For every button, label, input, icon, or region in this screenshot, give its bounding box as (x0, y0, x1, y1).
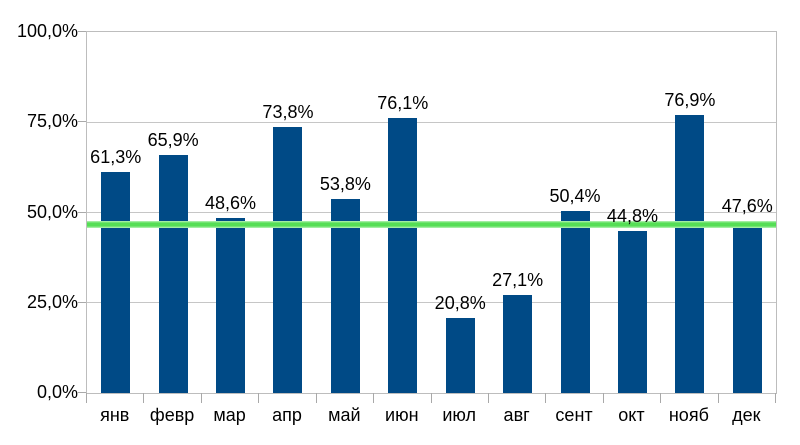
data-label-май: 53,8% (319, 173, 371, 194)
bar-май (330, 198, 360, 393)
bar-сент (560, 211, 590, 393)
x-axis-label-мар: мар (213, 405, 246, 425)
data-label-нояб: 76,9% (664, 90, 716, 111)
y-tick-mark (78, 121, 86, 123)
threshold-line (87, 220, 776, 228)
x-tick-mark (430, 393, 432, 403)
x-axis-label-нояб: нояб (668, 405, 709, 425)
x-tick-mark (258, 393, 260, 403)
plot-area: 61,3% 65,9% 48,6% 73,8% 53,8% 76,1% 20,8% 27,1%… (86, 31, 777, 394)
data-label-янв: 61,3% (90, 146, 142, 167)
x-tick-mark (602, 393, 604, 403)
x-axis-label-апр: апр (272, 405, 302, 425)
data-label-авг: 27,1% (492, 270, 544, 291)
x-tick-mark (143, 393, 145, 403)
x-tick-mark (717, 393, 719, 403)
y-tick-mark (78, 31, 86, 32)
x-tick-mark (200, 393, 202, 403)
bar-нояб (675, 115, 705, 393)
bar-февр (158, 155, 188, 393)
bar-дек (732, 221, 762, 393)
x-axis-label-окт: окт (618, 405, 645, 425)
bar-авг (503, 295, 533, 393)
bar-янв (101, 171, 131, 393)
data-label-мар: 48,6% (205, 192, 257, 213)
x-axis-label-май: май (328, 405, 361, 425)
x-tick-mark (373, 393, 375, 403)
bar-июн (388, 118, 418, 393)
gridline-75 (87, 121, 776, 123)
data-label-июн: 76,1% (377, 93, 429, 114)
bar-окт (617, 231, 647, 393)
x-axis-label-февр: февр (149, 405, 195, 425)
data-label-дек: 47,6% (721, 196, 773, 217)
y-axis-label-0: 0,0% (36, 382, 78, 402)
x-tick-mark (775, 393, 776, 403)
data-label-окт: 44,8% (606, 206, 658, 227)
y-axis-label-50: 50,0% (26, 201, 78, 222)
y-axis-label-75: 75,0% (26, 111, 78, 132)
x-axis-label-авг: авг (503, 405, 530, 425)
bar-мар (216, 217, 246, 393)
gridline-25 (87, 302, 776, 304)
x-axis-label-янв: янв (100, 405, 130, 425)
x-tick-mark (86, 393, 87, 403)
x-tick-mark (545, 393, 547, 403)
y-axis-label-100: 100,0% (16, 21, 78, 41)
bar-апр (273, 126, 303, 393)
y-axis-label-25: 25,0% (26, 291, 78, 312)
data-label-сент: 50,4% (549, 186, 601, 207)
x-axis-label-июн: июн (385, 405, 419, 425)
x-axis-label-сент: сент (555, 405, 593, 425)
x-axis-label-дек: дек (732, 405, 761, 425)
data-label-апр: 73,8% (262, 101, 314, 122)
bar-июл (445, 317, 475, 393)
x-tick-mark (487, 393, 489, 403)
data-label-февр: 65,9% (147, 130, 199, 151)
y-tick-mark (78, 392, 86, 393)
y-tick-mark (78, 301, 86, 303)
x-tick-mark (315, 393, 317, 403)
data-label-июл: 20,8% (434, 292, 486, 313)
x-tick-mark (660, 393, 662, 403)
x-axis-label-июл: июл (442, 405, 477, 425)
y-tick-mark (78, 211, 86, 213)
gridline-50 (87, 212, 776, 213)
